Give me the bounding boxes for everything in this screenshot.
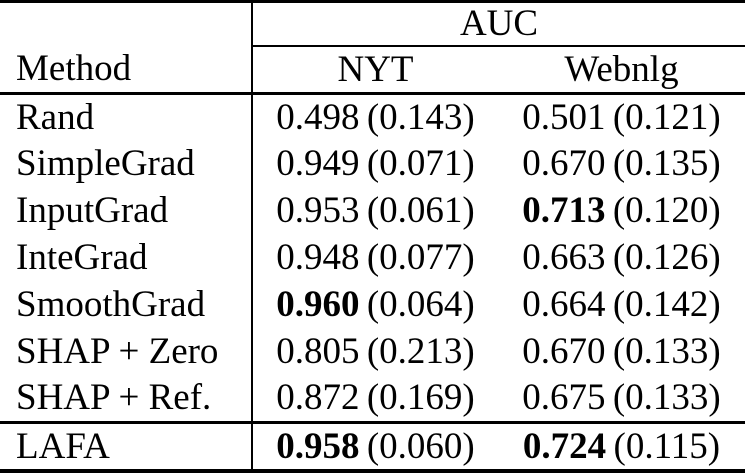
method-cell: LAFA — [0, 422, 253, 471]
nyt-value-cell: 0.872 (0.169) — [252, 375, 498, 424]
table-row-lafa: LAFA 0.958 (0.060) 0.724 (0.115) — [0, 422, 745, 471]
auc-group-header: AUC — [252, 1, 745, 47]
score-sd: (0.120) — [612, 190, 721, 232]
table-row-rand: Rand 0.498 (0.143) 0.501 (0.121) — [0, 93, 745, 141]
score-value: 0.670 — [522, 331, 606, 373]
score-value: 0.953 — [276, 190, 360, 232]
header-group-row: AUC — [0, 1, 745, 47]
score-value: 0.498 — [276, 97, 360, 139]
score-sd: (0.077) — [366, 237, 475, 279]
webnlg-value-cell: 0.675 (0.133) — [498, 375, 745, 424]
score-sd: (0.133) — [612, 377, 721, 419]
method-cell: SmoothGrad — [0, 281, 253, 329]
score-sd: (0.115) — [613, 425, 721, 467]
nyt-value-cell: 0.949 (0.071) — [252, 140, 498, 187]
column-header-webnlg: Webnlg — [498, 45, 745, 95]
header-columns-row: Method NYT Webnlg — [0, 45, 745, 95]
score-value: 0.664 — [522, 284, 606, 326]
score-sd: (0.126) — [612, 237, 721, 279]
webnlg-value-cell: 0.664 (0.142) — [498, 281, 745, 328]
score-value: 0.872 — [276, 377, 360, 419]
score-sd: (0.169) — [366, 377, 475, 419]
webnlg-value-cell: 0.663 (0.126) — [498, 234, 745, 281]
score-value: 0.501 — [522, 97, 606, 139]
table-row-simplegrad: SimpleGrad 0.949 (0.071) 0.670 (0.135) — [0, 140, 745, 188]
method-cell: Rand — [0, 93, 253, 141]
method-cell: SimpleGrad — [0, 140, 253, 188]
nyt-value-cell: 0.948 (0.077) — [252, 234, 498, 281]
method-cell: InputGrad — [0, 187, 253, 235]
score-value: 0.663 — [522, 237, 606, 279]
score-sd: (0.142) — [612, 284, 721, 326]
nyt-value-cell: 0.960 (0.064) — [252, 281, 498, 328]
score-value: 0.675 — [522, 377, 606, 419]
webnlg-value-cell: 0.724 (0.115) — [498, 422, 745, 471]
method-cell: SHAP + Ref. — [0, 375, 253, 424]
nyt-value-cell: 0.498 (0.143) — [252, 94, 498, 141]
score-value: 0.948 — [276, 237, 360, 279]
table-row-shap-zero: SHAP + Zero 0.805 (0.213) 0.670 (0.133) — [0, 328, 745, 376]
table-row-shap-ref: SHAP + Ref. 0.872 (0.169) 0.675 (0.133) — [0, 375, 745, 424]
score-value: 0.958 — [276, 425, 360, 467]
score-sd: (0.064) — [366, 284, 475, 326]
score-value: 0.713 — [522, 190, 606, 232]
score-sd: (0.071) — [366, 143, 475, 185]
table-row-smoothgrad: SmoothGrad 0.960 (0.064) 0.664 (0.142) — [0, 281, 745, 329]
score-value: 0.960 — [276, 284, 360, 326]
method-cell: InteGrad — [0, 234, 253, 282]
nyt-value-cell: 0.953 (0.061) — [252, 187, 498, 234]
webnlg-value-cell: 0.501 (0.121) — [498, 94, 745, 141]
webnlg-value-cell: 0.670 (0.133) — [498, 328, 745, 375]
score-sd: (0.133) — [612, 331, 721, 373]
method-column-header: Method — [0, 45, 253, 95]
score-sd: (0.061) — [366, 190, 475, 232]
webnlg-value-cell: 0.713 (0.120) — [498, 187, 745, 234]
nyt-value-cell: 0.805 (0.213) — [252, 328, 498, 375]
webnlg-value-cell: 0.670 (0.135) — [498, 140, 745, 187]
corner-cell — [0, 1, 253, 46]
score-sd: (0.060) — [366, 425, 475, 467]
score-value: 0.949 — [276, 143, 360, 185]
table-row-integrad: InteGrad 0.948 (0.077) 0.663 (0.126) — [0, 234, 745, 282]
table-row-inputgrad: InputGrad 0.953 (0.061) 0.713 (0.120) — [0, 187, 745, 235]
nyt-value-cell: 0.958 (0.060) — [252, 422, 498, 471]
column-header-nyt: NYT — [252, 45, 498, 95]
score-sd: (0.143) — [366, 97, 475, 139]
score-value: 0.670 — [522, 143, 606, 185]
score-value: 0.724 — [522, 425, 607, 467]
score-sd: (0.135) — [612, 143, 721, 185]
score-value: 0.805 — [276, 331, 360, 373]
score-sd: (0.121) — [612, 97, 721, 139]
score-sd: (0.213) — [366, 331, 475, 373]
method-cell: SHAP + Zero — [0, 328, 253, 376]
